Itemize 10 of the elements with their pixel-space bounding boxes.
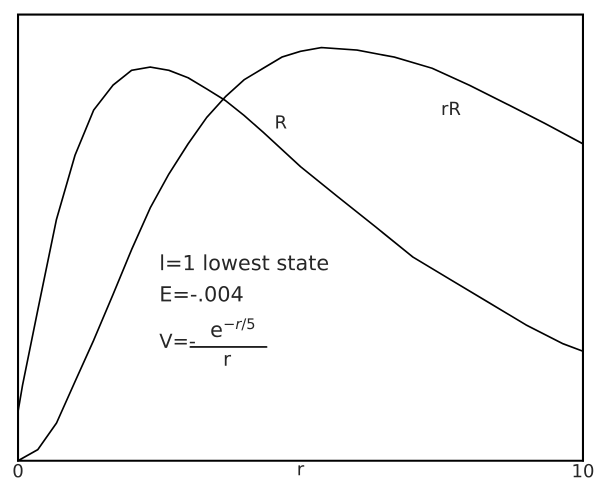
annotation: e$^{−r/5}$ <box>211 318 254 338</box>
annotation: E=-.004 <box>161 286 243 302</box>
series-label: R <box>276 115 287 129</box>
x-tick-label: 10 <box>573 464 594 478</box>
annotation: V=- <box>159 334 195 348</box>
x-axis-title: r <box>298 465 304 476</box>
x-tick-label: 0 <box>13 464 23 478</box>
series-label: rR <box>442 102 460 115</box>
annotation: l=1 lowest state <box>161 254 328 270</box>
annotation: r <box>224 354 232 366</box>
